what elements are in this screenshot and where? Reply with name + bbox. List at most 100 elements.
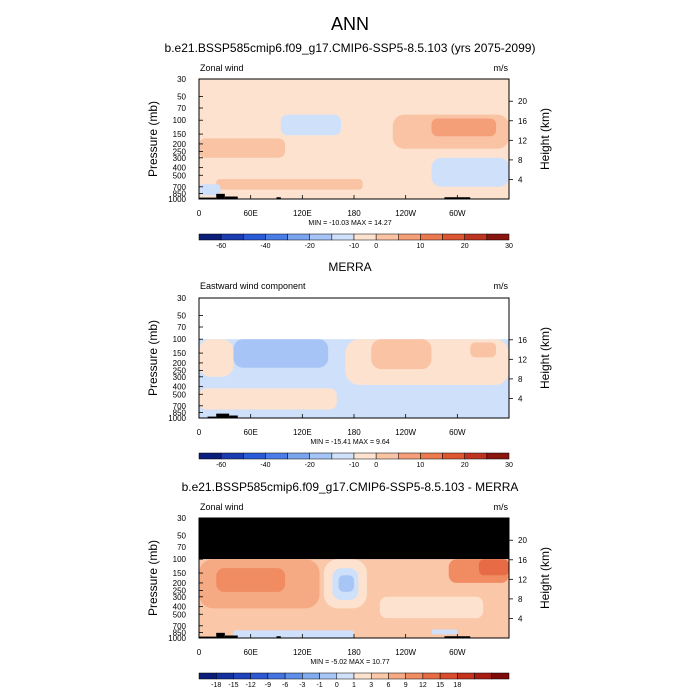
panel-2-colorbar-label: -10 xyxy=(349,462,359,469)
panel-3-ylabel: Pressure (mb) xyxy=(146,540,160,616)
panel-1-min-max: MIN = -10.03 MAX = 14.27 xyxy=(308,220,391,227)
panel-3-colorbar-swatch xyxy=(457,672,475,680)
panel-1-colorbar-label: 20 xyxy=(461,243,469,250)
panel-1-pressure-tick-label: 400 xyxy=(173,164,187,173)
panel-2-terrain-1 xyxy=(207,416,217,418)
panel-3-colorbar-swatch xyxy=(491,672,510,680)
panel-1-contour-region-8 xyxy=(199,184,221,196)
panel-3-lon-tick-label: 180 xyxy=(347,648,361,657)
panel-2-colorbar-swatch xyxy=(375,452,399,460)
panel-3-left-string: Zonal wind xyxy=(200,502,244,512)
panel-2-pressure-tick-label: 100 xyxy=(173,335,187,344)
panel-1-left-string: Zonal wind xyxy=(200,63,244,73)
panel-3-height-tick-label: 12 xyxy=(518,575,527,584)
panel-3-contour-region-1 xyxy=(199,518,509,560)
panel-3-title: b.e21.BSSP585cmip6.f09_g17.CMIP6-SSP5-8.… xyxy=(182,480,519,494)
panel-2-terrain-3 xyxy=(229,415,238,418)
panel-1-pressure-tick-label: 150 xyxy=(173,130,187,139)
panel-2-colorbar-label: 20 xyxy=(461,462,469,469)
panel-2-colorbar-label: 10 xyxy=(417,462,425,469)
panel-1-height-tick-label: 4 xyxy=(518,175,523,184)
panel-1-ylabel: Pressure (mb) xyxy=(146,101,160,177)
panel-3-pressure-tick-label: 300 xyxy=(173,593,187,602)
panel-2-ylabel: Pressure (mb) xyxy=(146,320,160,396)
panel-3-colorbar-label: -15 xyxy=(228,682,238,689)
panel-1-right-string: m/s xyxy=(494,63,509,73)
panel-2-colorbar-swatch xyxy=(243,452,266,460)
panel-1-contour-region-3 xyxy=(431,157,509,187)
panel-1-height-tick-label: 12 xyxy=(518,136,527,145)
panel-3-contour-region-9 xyxy=(338,575,354,592)
panel-1-colorbar-label: 0 xyxy=(374,243,378,250)
panel-1-pressure-tick-label: 700 xyxy=(173,183,187,192)
panel-1-pressure-tick-label: 30 xyxy=(177,75,186,84)
panel-2-lon-tick-label: 0 xyxy=(197,428,202,437)
panel-1-colorbar-swatch xyxy=(220,233,244,241)
panel-3-colorbar-label: 3 xyxy=(369,682,373,689)
panel-3-pressure-tick-label: 250 xyxy=(173,587,187,596)
panel-2-pressure-tick-label: 700 xyxy=(173,402,187,411)
panel-2-height-tick-label: 4 xyxy=(518,394,523,403)
panel-2-pressure-tick-label: 400 xyxy=(173,383,187,392)
panel-1-colorbar-label: -40 xyxy=(260,243,270,250)
panel-1-colorbar-label: -10 xyxy=(349,243,359,250)
panel-2-pressure-tick-label: 200 xyxy=(173,359,187,368)
panel-3-height-tick-label: 8 xyxy=(518,595,523,604)
panel-1-contour-region-2 xyxy=(280,114,342,136)
panel-3-height-tick-label: 20 xyxy=(518,536,527,545)
panel-3-height-tick-label: 4 xyxy=(518,614,523,623)
panel-2-colorbar-swatch xyxy=(287,452,310,460)
panel-3-lon-tick-label: 120E xyxy=(293,648,312,657)
panel-3-pressure-tick-label: 200 xyxy=(173,579,187,588)
panel-2-pressure-tick-label: 150 xyxy=(173,349,187,358)
panel-2-colorbar-swatch xyxy=(331,452,355,460)
panel-3-colorbar-label: 15 xyxy=(436,682,444,689)
panel-2-colorbar-label: -60 xyxy=(216,462,226,469)
panel-1-contour-region-7 xyxy=(216,179,363,190)
panel-3-colorbar-swatch xyxy=(233,672,251,680)
panel-1-colorbar-swatch xyxy=(331,233,355,241)
panel-2-terrain-2 xyxy=(216,413,230,418)
panel-3-colorbar-label: 6 xyxy=(386,682,390,689)
panel-2-pressure-tick-label: 30 xyxy=(177,294,186,303)
panel-1-lon-tick-label: 0 xyxy=(197,209,202,218)
panel-3-colorbar-label: 0 xyxy=(335,682,339,689)
panel-3-pressure-tick-label: 850 xyxy=(173,628,187,637)
panel-2-colorbar-swatch xyxy=(486,452,510,460)
panel-3-lon-tick-label: 60W xyxy=(449,648,466,657)
panel-3-colorbar-swatch xyxy=(198,672,217,680)
panel-3-terrain-4 xyxy=(276,636,281,638)
panel-1-colorbar-swatch xyxy=(420,233,443,241)
panel-3-contour-region-4 xyxy=(216,568,286,592)
panel-1-lon-tick-label: 180 xyxy=(347,209,361,218)
panel-1-lon-tick-label: 60W xyxy=(449,209,466,218)
panel-1-height-tick-label: 16 xyxy=(518,117,527,126)
panel-2-pressure-tick-label: 300 xyxy=(173,373,187,382)
panel-3-lon-tick-label: 0 xyxy=(197,648,202,657)
panel-3-colorbar-label: 1 xyxy=(352,682,356,689)
panel-1-colorbar-label: 10 xyxy=(417,243,425,250)
panel-3-colorbar-label: -18 xyxy=(211,682,221,689)
panel-2-colorbar-swatch xyxy=(265,452,288,460)
panel-1-lon-tick-label: 60E xyxy=(244,209,258,218)
panel-2-pressure-tick-label: 500 xyxy=(173,390,187,399)
panel-3-pressure-tick-label: 30 xyxy=(177,514,186,523)
panel-3-contour-region-12 xyxy=(431,629,458,635)
panel-3-colorbar-swatch xyxy=(302,672,320,680)
panel-3-colorbar-swatch xyxy=(474,672,493,680)
panel-3-pressure-tick-label: 100 xyxy=(173,555,187,564)
panel-2-colorbar-swatch xyxy=(464,452,488,460)
panel-3-colorbar-swatch xyxy=(267,672,286,680)
panel-3-pressure-tick-label: 70 xyxy=(177,543,186,552)
panel-2-colorbar-swatch xyxy=(398,452,421,460)
panel-1-colorbar-swatch xyxy=(265,233,288,241)
panel-2-colorbar-swatch xyxy=(309,452,333,460)
panel-3-terrain-1 xyxy=(199,636,217,638)
panel-2-colorbar-label: 30 xyxy=(505,462,513,469)
panel-1-height-tick-label: 8 xyxy=(518,156,523,165)
panel-2-colorbar-swatch xyxy=(442,452,465,460)
panel-2-ylabel-right: Height (km) xyxy=(538,327,552,389)
panel-1-colorbar-swatch xyxy=(464,233,488,241)
panel-1-title: b.e21.BSSP585cmip6.f09_g17.CMIP6-SSP5-8.… xyxy=(165,41,536,55)
panel-2-lon-tick-label: 60W xyxy=(449,428,466,437)
